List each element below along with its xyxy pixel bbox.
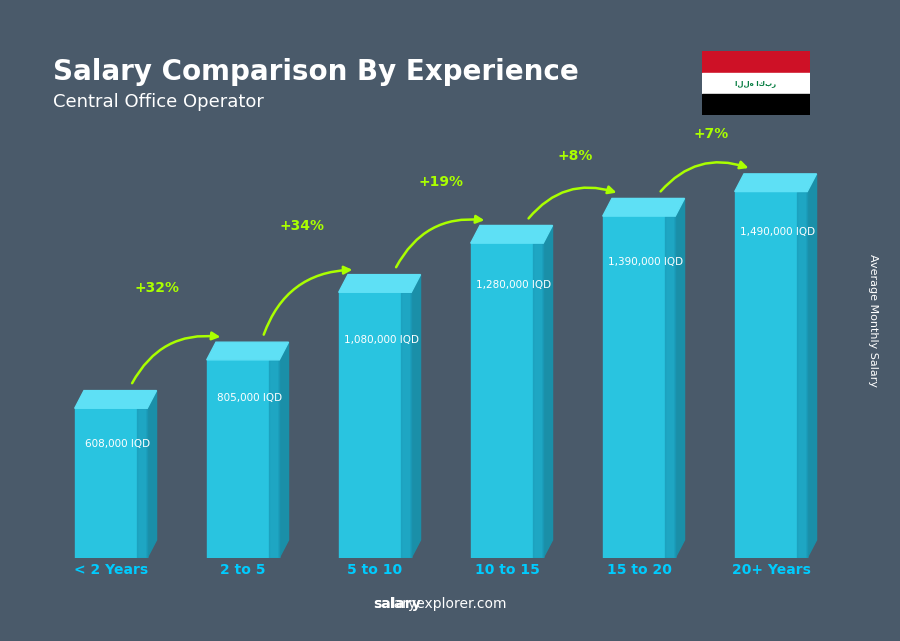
Text: 805,000 IQD: 805,000 IQD bbox=[217, 393, 283, 403]
Text: 1,490,000 IQD: 1,490,000 IQD bbox=[740, 227, 815, 237]
Polygon shape bbox=[603, 199, 685, 216]
Polygon shape bbox=[411, 274, 420, 558]
Text: Salary Comparison By Experience: Salary Comparison By Experience bbox=[53, 58, 579, 86]
Bar bbox=[75, 408, 148, 558]
Bar bbox=[338, 292, 411, 558]
Bar bbox=[207, 360, 279, 558]
Bar bbox=[137, 408, 148, 558]
Bar bbox=[734, 192, 807, 558]
Polygon shape bbox=[544, 226, 553, 558]
Bar bbox=[400, 292, 411, 558]
Text: salary: salary bbox=[374, 597, 421, 611]
Text: Central Office Operator: Central Office Operator bbox=[53, 93, 264, 112]
Text: salaryexplorer.com: salaryexplorer.com bbox=[374, 597, 508, 611]
Text: Average Monthly Salary: Average Monthly Salary bbox=[868, 254, 878, 387]
Polygon shape bbox=[75, 390, 157, 408]
Text: الله اكبر: الله اكبر bbox=[735, 80, 777, 87]
Polygon shape bbox=[279, 342, 289, 558]
Text: 1,280,000 IQD: 1,280,000 IQD bbox=[476, 280, 551, 290]
Text: +34%: +34% bbox=[280, 219, 325, 233]
Text: +8%: +8% bbox=[558, 149, 593, 163]
Bar bbox=[702, 94, 810, 115]
Text: +32%: +32% bbox=[135, 281, 180, 295]
Text: 1,390,000 IQD: 1,390,000 IQD bbox=[608, 256, 683, 267]
Text: +7%: +7% bbox=[694, 127, 729, 141]
Text: +19%: +19% bbox=[418, 175, 464, 189]
Text: 608,000 IQD: 608,000 IQD bbox=[85, 439, 150, 449]
Text: 1,080,000 IQD: 1,080,000 IQD bbox=[344, 335, 419, 345]
Bar bbox=[471, 243, 544, 558]
Polygon shape bbox=[471, 226, 553, 243]
Bar bbox=[796, 192, 807, 558]
Polygon shape bbox=[338, 274, 420, 292]
Bar bbox=[665, 216, 675, 558]
Polygon shape bbox=[148, 390, 157, 558]
Bar bbox=[702, 51, 810, 72]
Bar bbox=[269, 360, 279, 558]
Polygon shape bbox=[675, 199, 685, 558]
Polygon shape bbox=[734, 174, 816, 192]
Bar bbox=[533, 243, 544, 558]
Polygon shape bbox=[807, 174, 816, 558]
Polygon shape bbox=[207, 342, 289, 360]
Bar bbox=[702, 72, 810, 94]
Bar bbox=[603, 216, 675, 558]
